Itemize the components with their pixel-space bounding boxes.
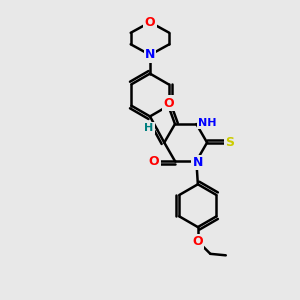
Text: N: N bbox=[145, 48, 155, 62]
Text: O: O bbox=[164, 97, 174, 110]
Text: S: S bbox=[225, 136, 234, 149]
Text: NH: NH bbox=[198, 118, 216, 128]
Text: O: O bbox=[145, 16, 155, 29]
Text: O: O bbox=[193, 235, 203, 248]
Text: N: N bbox=[193, 156, 203, 169]
Text: O: O bbox=[149, 154, 160, 168]
Text: H: H bbox=[144, 123, 153, 133]
